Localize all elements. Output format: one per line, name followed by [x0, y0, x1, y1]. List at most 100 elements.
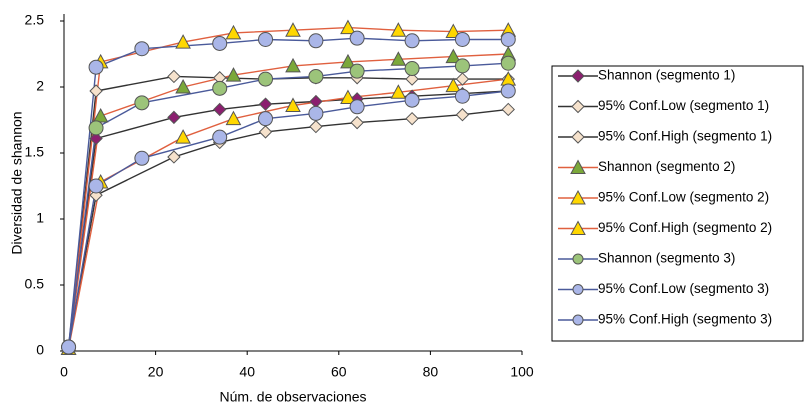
- marker: [309, 119, 323, 134]
- series-line: [67, 62, 509, 348]
- marker: [349, 63, 365, 79]
- marker: [404, 92, 420, 108]
- marker: [405, 111, 419, 126]
- marker: [340, 53, 356, 69]
- marker: [88, 178, 104, 194]
- y-tick-label: 1: [36, 210, 44, 226]
- y-axis-title: Diversidad de shannon: [9, 111, 25, 254]
- marker: [500, 83, 516, 99]
- marker: [445, 77, 462, 93]
- marker: [308, 33, 324, 49]
- legend-marker: [571, 99, 585, 114]
- marker: [455, 72, 470, 86]
- marker: [134, 95, 150, 111]
- marker: [89, 131, 103, 146]
- marker: [390, 84, 407, 99]
- legend-marker: [570, 159, 586, 174]
- legend-label: Shannon (segmento 3): [598, 251, 735, 266]
- legend-label: 95% Conf.Low (segmento 2): [598, 190, 769, 205]
- legend-label: 95% Conf.Low (segmento 1): [598, 98, 769, 113]
- legend-marker: [572, 253, 584, 265]
- marker: [213, 102, 227, 117]
- marker: [175, 129, 191, 144]
- legend-marker: [571, 69, 585, 83]
- legend: Shannon (segmento 1) 95% Conf.Low (segmen…: [558, 68, 772, 327]
- y-tick-label: 0.5: [25, 276, 45, 292]
- legend-box: [551, 65, 804, 342]
- marker: [225, 24, 242, 40]
- marker: [89, 84, 103, 98]
- x-tick-label: 60: [331, 364, 347, 380]
- legend-marker: [571, 130, 585, 144]
- marker: [212, 35, 228, 51]
- marker: [167, 69, 181, 84]
- y-tick-label: 1.5: [25, 144, 45, 160]
- marker: [61, 339, 77, 355]
- marker: [308, 68, 324, 84]
- marker: [445, 23, 462, 39]
- marker: [309, 94, 323, 109]
- marker: [225, 110, 242, 126]
- x-tick-label: 100: [510, 364, 534, 380]
- marker: [225, 67, 242, 82]
- marker: [454, 58, 470, 74]
- marker: [212, 80, 228, 96]
- marker: [167, 110, 181, 125]
- marker: [349, 30, 365, 46]
- marker: [340, 19, 356, 35]
- legend-marker: [572, 284, 584, 295]
- legend-label: Shannon (segmento 1): [598, 68, 735, 83]
- marker: [404, 33, 420, 49]
- x-tick-label: 40: [239, 364, 255, 380]
- marker: [285, 97, 301, 112]
- series-line: [67, 108, 509, 348]
- marker: [134, 150, 150, 166]
- series-line: [67, 78, 509, 349]
- marker: [455, 108, 470, 122]
- marker: [258, 97, 273, 111]
- marker: [175, 34, 191, 49]
- marker: [340, 89, 356, 105]
- marker: [501, 102, 515, 117]
- marker: [350, 115, 364, 130]
- x-axis-title: Núm. de observaciones: [219, 389, 366, 405]
- marker: [258, 71, 274, 87]
- marker: [445, 48, 462, 64]
- marker: [390, 22, 407, 37]
- marker: [349, 99, 365, 115]
- series-line: [67, 26, 509, 349]
- marker: [454, 31, 470, 47]
- marker: [500, 31, 516, 47]
- y-tick-label: 2: [36, 78, 44, 94]
- series-line: [67, 37, 509, 348]
- marker: [88, 59, 104, 75]
- marker: [258, 31, 274, 47]
- marker: [500, 55, 516, 71]
- y-tick-label: 2.5: [25, 12, 45, 28]
- legend-label: 95% Conf.High (segmento 2): [598, 220, 772, 235]
- marker: [308, 105, 324, 121]
- legend-label: Shannon (segmento 2): [598, 159, 735, 174]
- x-tick-label: 20: [148, 364, 164, 380]
- marker: [285, 57, 301, 73]
- marker: [285, 22, 301, 37]
- marker: [405, 72, 419, 86]
- series-line: [67, 90, 509, 348]
- x-tick-label: 80: [423, 364, 439, 380]
- legend-label: 95% Conf.Low (segmento 3): [598, 281, 769, 296]
- marker: [175, 78, 191, 94]
- marker: [134, 41, 150, 57]
- marker: [212, 129, 228, 145]
- marker: [258, 125, 273, 139]
- legend-label: 95% Conf.High (segmento 1): [598, 129, 772, 144]
- legend-marker: [570, 220, 586, 235]
- marker: [88, 120, 104, 136]
- legend-marker: [570, 189, 586, 205]
- marker: [167, 150, 181, 164]
- legend-marker: [572, 314, 584, 326]
- marker: [454, 88, 470, 104]
- y-tick-label: 0: [36, 342, 44, 358]
- marker: [258, 111, 274, 127]
